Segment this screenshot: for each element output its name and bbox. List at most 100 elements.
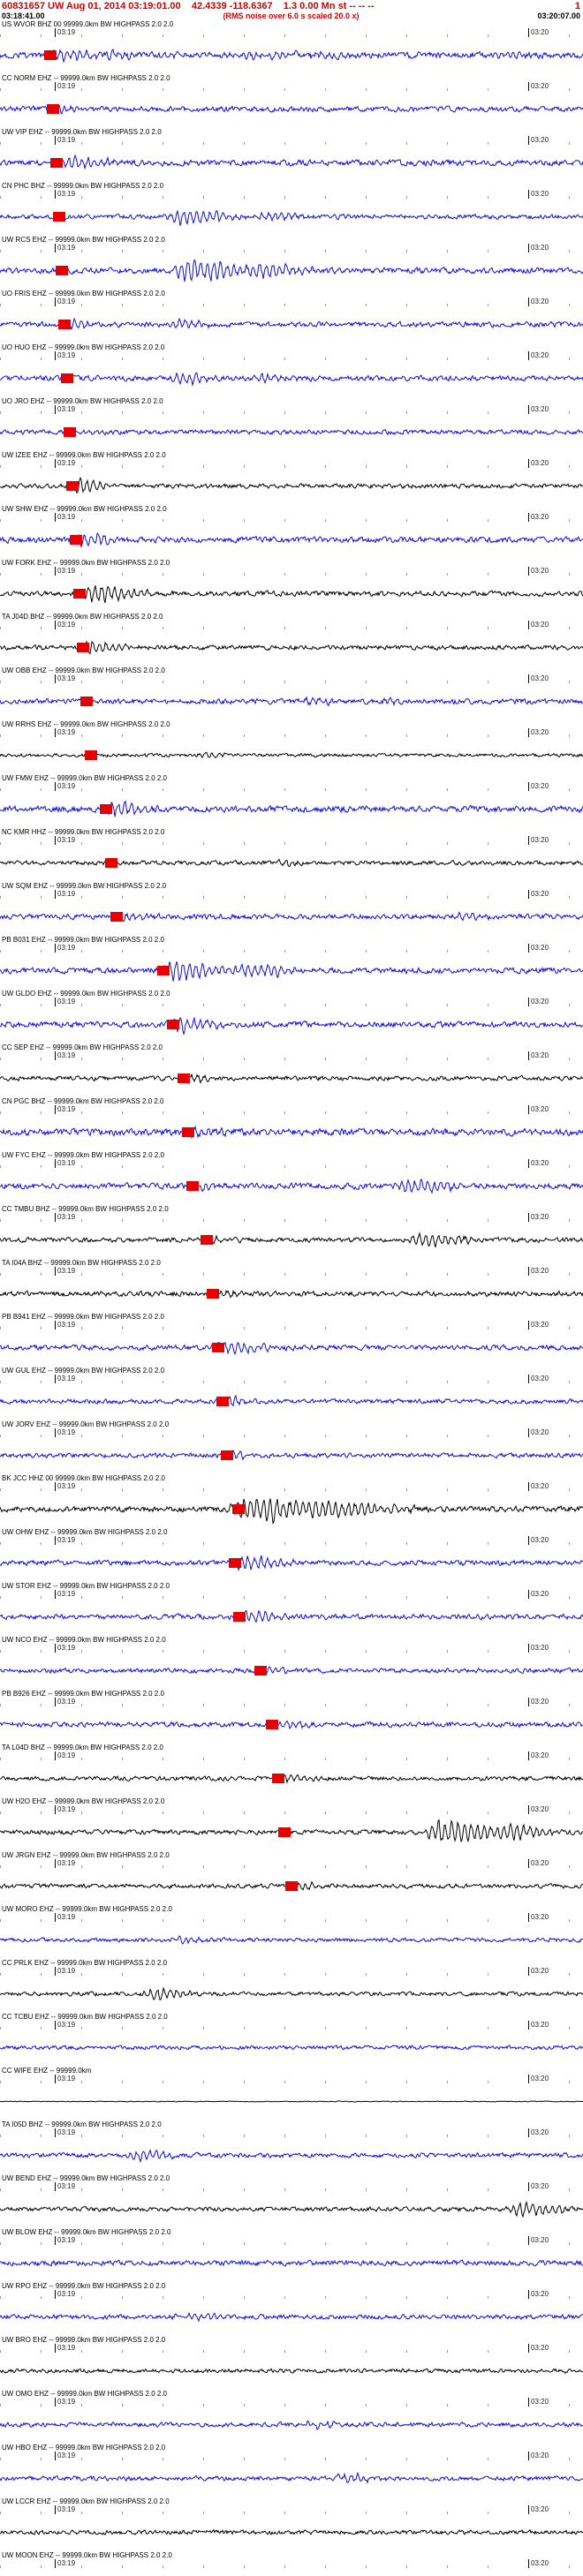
- pick-marker[interactable]: [105, 858, 117, 868]
- pick-marker[interactable]: [61, 373, 73, 383]
- waveform[interactable]: [0, 1006, 583, 1043]
- waveform[interactable]: [0, 2299, 583, 2335]
- trace-row: US WVOR BHZ 00 99999.0km BW HIGHPASS 2.0…: [0, 20, 583, 74]
- waveform[interactable]: [0, 1814, 583, 1850]
- tick-label-left: 03:19: [55, 298, 75, 306]
- pick-marker[interactable]: [53, 212, 65, 222]
- waveform[interactable]: [0, 360, 583, 396]
- time-axis: 03:19 03:20: [0, 890, 583, 899]
- pick-marker[interactable]: [178, 1073, 190, 1083]
- trace-row: UO JRO EHZ -- 99999.0km BW HIGHPASS 2.0 …: [0, 397, 583, 451]
- waveform[interactable]: [0, 2568, 583, 2576]
- waveform[interactable]: [0, 2030, 583, 2066]
- waveform[interactable]: [0, 683, 583, 719]
- waveform[interactable]: [0, 845, 583, 881]
- pick-marker[interactable]: [233, 1612, 246, 1622]
- waveform[interactable]: [0, 414, 583, 450]
- waveform[interactable]: [0, 306, 583, 343]
- waveform[interactable]: [0, 1383, 583, 1420]
- waveform[interactable]: [0, 2353, 583, 2389]
- waveform[interactable]: [0, 91, 583, 127]
- pick-marker[interactable]: [157, 966, 170, 975]
- waveform[interactable]: [0, 2191, 583, 2227]
- pick-marker[interactable]: [254, 1666, 267, 1676]
- time-axis: 03:19 03:20: [0, 2236, 583, 2245]
- pick-marker[interactable]: [110, 912, 123, 922]
- pick-marker[interactable]: [56, 266, 68, 275]
- waveform[interactable]: [0, 576, 583, 612]
- waveform[interactable]: [0, 37, 583, 73]
- time-axis: 03:19 03:20: [0, 190, 583, 199]
- waveform[interactable]: [0, 1653, 583, 1689]
- trace-label: UW H2O EHZ -- 99999.0km BW HIGHPASS 2.0 …: [2, 1797, 165, 1805]
- pick-marker[interactable]: [182, 1127, 194, 1137]
- waveform[interactable]: [0, 2514, 583, 2550]
- waveform[interactable]: [0, 1222, 583, 1258]
- pick-marker[interactable]: [266, 1720, 278, 1729]
- trace-row: BK JCC HHZ 00 99999.0km BW HIGHPASS 2.0 …: [0, 1474, 583, 1528]
- waveform[interactable]: [0, 1868, 583, 1904]
- waveform[interactable]: [0, 1276, 583, 1312]
- pick-marker[interactable]: [212, 1343, 224, 1352]
- waveform[interactable]: [0, 468, 583, 504]
- pick-marker[interactable]: [278, 1827, 291, 1837]
- waveform[interactable]: [0, 145, 583, 181]
- tick-label-left: 03:19: [55, 1267, 75, 1276]
- pick-marker[interactable]: [77, 643, 89, 652]
- waveform[interactable]: [0, 2137, 583, 2173]
- waveform[interactable]: [0, 1491, 583, 1527]
- pick-marker[interactable]: [47, 104, 59, 114]
- waveform[interactable]: [0, 953, 583, 989]
- pick-marker[interactable]: [186, 1181, 199, 1191]
- pick-marker[interactable]: [70, 535, 82, 545]
- waveform[interactable]: [0, 1545, 583, 1581]
- tick-label-left: 03:19: [55, 2075, 75, 2083]
- waveform[interactable]: [0, 629, 583, 666]
- pick-marker[interactable]: [85, 750, 97, 760]
- waveform[interactable]: [0, 2083, 583, 2120]
- pick-marker[interactable]: [64, 427, 76, 437]
- pick-marker[interactable]: [221, 1450, 233, 1460]
- waveform[interactable]: [0, 1329, 583, 1366]
- pick-marker[interactable]: [50, 158, 63, 168]
- waveform[interactable]: [0, 1437, 583, 1473]
- waveform[interactable]: [0, 1760, 583, 1796]
- tick-label-right: 03:20: [528, 513, 549, 522]
- waveform[interactable]: [0, 1168, 583, 1204]
- tick-label-right: 03:20: [528, 621, 549, 629]
- pick-marker[interactable]: [272, 1774, 284, 1783]
- waveform[interactable]: [0, 1976, 583, 2012]
- waveform[interactable]: [0, 1114, 583, 1150]
- waveform[interactable]: [0, 199, 583, 235]
- pick-marker[interactable]: [44, 50, 57, 60]
- pick-marker[interactable]: [285, 1881, 298, 1891]
- waveform[interactable]: [0, 252, 583, 289]
- waveform[interactable]: [0, 1706, 583, 1743]
- pick-marker[interactable]: [216, 1397, 229, 1406]
- pick-marker[interactable]: [80, 697, 93, 706]
- waveform[interactable]: [0, 2407, 583, 2443]
- waveform[interactable]: [0, 2460, 583, 2497]
- waveform[interactable]: [0, 899, 583, 935]
- pick-marker[interactable]: [100, 804, 112, 814]
- waveform[interactable]: [0, 1060, 583, 1096]
- waveform[interactable]: [0, 1922, 583, 1958]
- waveform[interactable]: [0, 2245, 583, 2281]
- pick-marker[interactable]: [167, 1020, 179, 1029]
- waveform-trace: [0, 2200, 583, 2218]
- pick-marker[interactable]: [66, 481, 79, 491]
- tick-label-left: 03:19: [55, 2344, 75, 2353]
- pick-marker[interactable]: [58, 320, 71, 329]
- tick-label-left: 03:19: [55, 190, 75, 199]
- pick-marker[interactable]: [207, 1289, 219, 1299]
- pick-marker[interactable]: [232, 1504, 245, 1514]
- pick-marker[interactable]: [73, 589, 86, 599]
- tick-label-right: 03:20: [528, 1536, 549, 1545]
- tick-label-left: 03:19: [55, 2559, 75, 2568]
- waveform[interactable]: [0, 1599, 583, 1635]
- waveform[interactable]: [0, 791, 583, 827]
- pick-marker[interactable]: [201, 1235, 213, 1245]
- waveform[interactable]: [0, 522, 583, 558]
- waveform[interactable]: [0, 737, 583, 773]
- pick-marker[interactable]: [229, 1558, 241, 1568]
